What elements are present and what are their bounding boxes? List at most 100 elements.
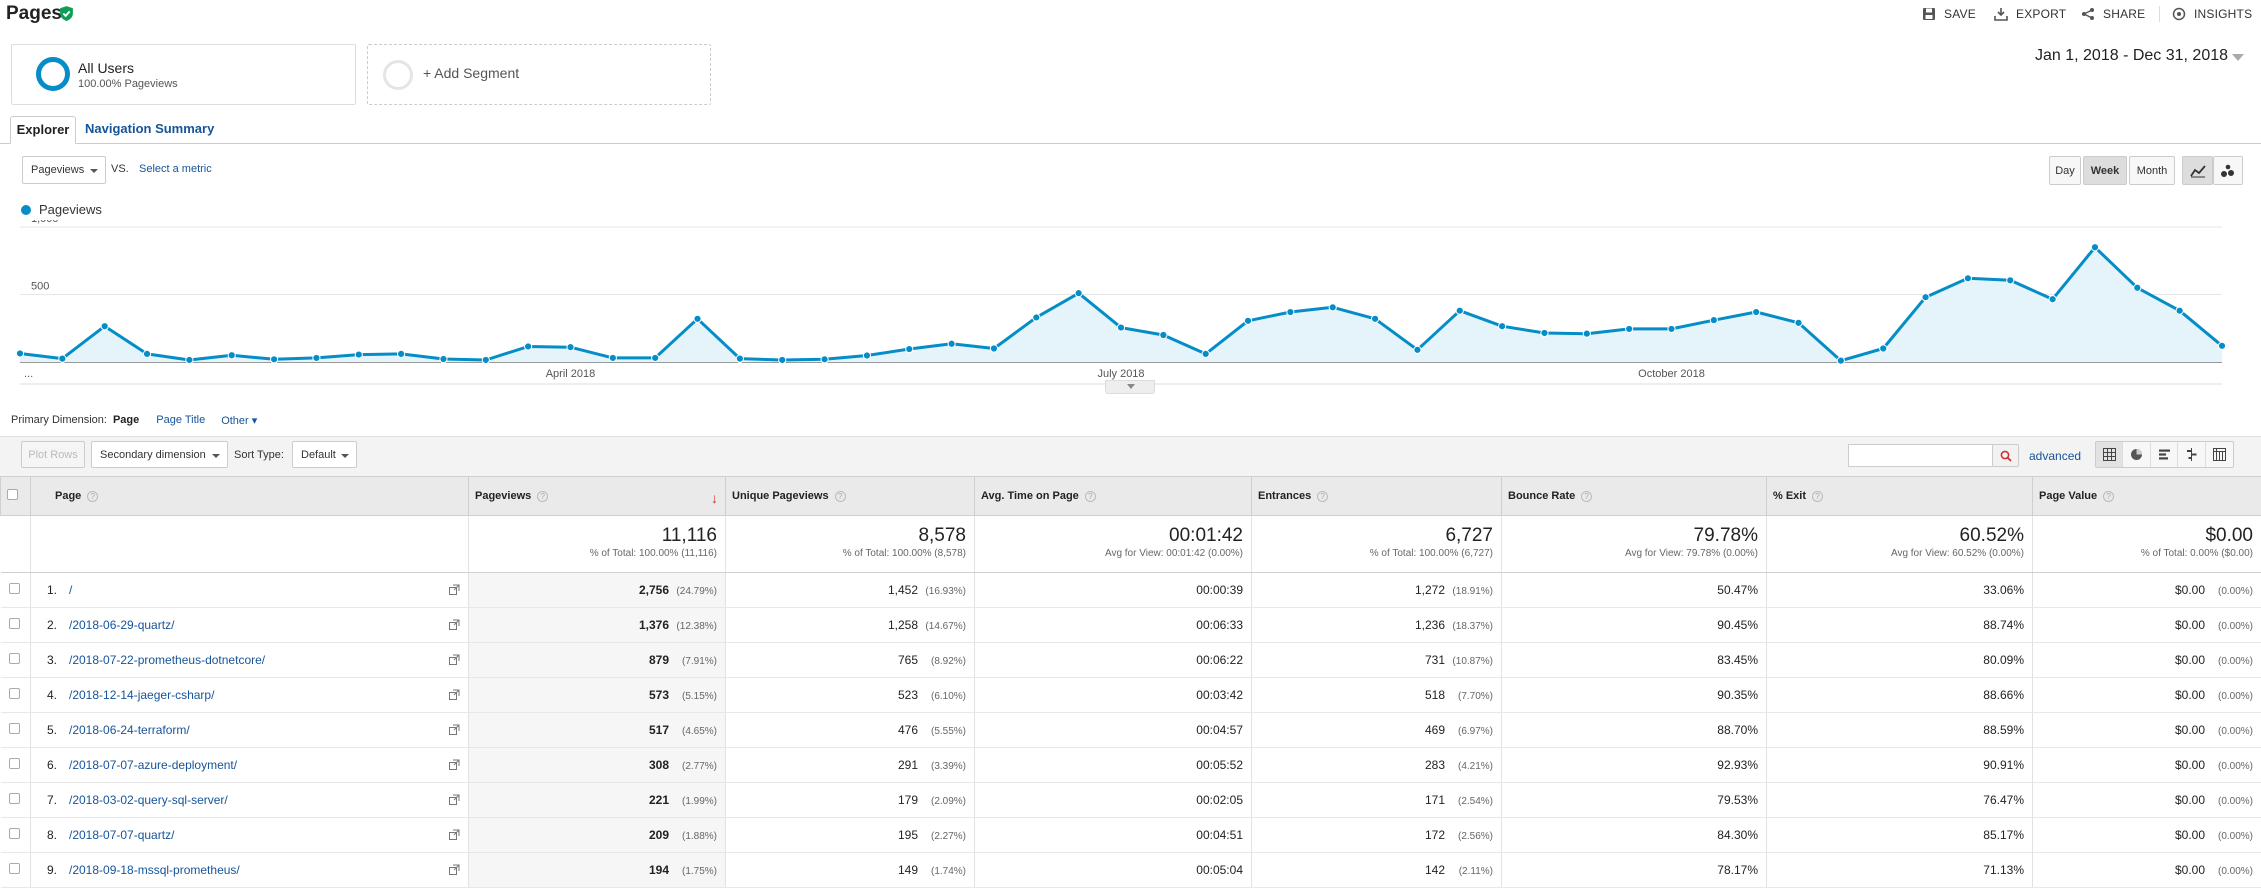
export-label: EXPORT [2016, 7, 2067, 21]
motion-chart-button[interactable] [2213, 156, 2243, 185]
share-button[interactable]: SHARE [2081, 4, 2145, 24]
data-point [1794, 318, 1803, 327]
totals-page-value: $0.00 % of Total: 0.00% ($0.00) [2032, 515, 2261, 573]
plot-rows-button[interactable]: Plot Rows [21, 441, 85, 468]
help-icon[interactable]: ? [87, 490, 99, 502]
header-unique-pageviews[interactable]: Unique Pageviews? [725, 476, 975, 516]
open-page-icon[interactable] [449, 829, 460, 840]
primary-dimension-row: Primary Dimension: Page Page Title Other… [11, 414, 257, 427]
page-link[interactable]: /2018-07-22-prometheus-dotnetcore/ [69, 653, 266, 667]
entrances-pct: (2.11%) [1458, 866, 1493, 877]
total-value: 6,727 [1445, 525, 1493, 546]
row-checkbox[interactable] [8, 653, 20, 664]
select-metric-link[interactable]: Select a metric [139, 163, 212, 175]
search-button[interactable] [1992, 444, 2019, 467]
open-page-icon[interactable] [449, 794, 460, 805]
row-checkbox[interactable] [8, 758, 20, 769]
help-icon[interactable]: ? [2103, 490, 2115, 502]
row-select-cell [0, 607, 31, 643]
help-icon[interactable]: ? [1581, 490, 1593, 502]
header-avg-time[interactable]: Avg. Time on Page? [974, 476, 1252, 516]
help-icon[interactable]: ? [1317, 490, 1329, 502]
page-link[interactable]: /2018-07-07-azure-deployment/ [69, 758, 238, 772]
header-bounce-rate[interactable]: Bounce Rate? [1501, 476, 1767, 516]
dimension-other[interactable]: Other ▾ [221, 415, 258, 427]
row-checkbox[interactable] [8, 723, 20, 734]
view-table-button[interactable] [2096, 442, 2124, 467]
open-page-icon[interactable] [449, 689, 460, 700]
entrances-cell: 172 (2.56%) [1251, 817, 1502, 853]
data-point [1328, 303, 1337, 312]
table-search-input[interactable] [1848, 444, 1997, 467]
help-icon[interactable]: ? [537, 490, 549, 502]
data-point [524, 342, 533, 351]
data-point [1879, 344, 1888, 353]
line-chart-button[interactable] [2182, 156, 2213, 185]
page-link[interactable]: /2018-03-02-query-sql-server/ [69, 793, 228, 807]
row-checkbox[interactable] [8, 583, 20, 594]
unique-pageviews-pct: (3.39%) [930, 761, 966, 772]
header-entrances[interactable]: Entrances? [1251, 476, 1502, 516]
row-checkbox[interactable] [8, 828, 20, 839]
bounce-rate-cell: 78.17% [1501, 852, 1767, 888]
open-page-icon[interactable] [449, 864, 460, 875]
secondary-dimension-select[interactable]: Secondary dimension [91, 441, 228, 468]
open-page-icon[interactable] [449, 584, 460, 595]
help-icon[interactable]: ? [1084, 490, 1096, 502]
open-page-icon[interactable] [449, 654, 460, 665]
page-link[interactable]: /2018-09-18-mssql-prometheus/ [69, 863, 240, 877]
chevron-down-icon[interactable] [2232, 54, 2244, 61]
insights-button[interactable]: INSIGHTS [2172, 4, 2252, 24]
date-range-picker[interactable]: Jan 1, 2018 - Dec 31, 2018 [2035, 47, 2229, 64]
view-bar-button[interactable] [2151, 442, 2179, 467]
header-pageviews[interactable]: Pageviews? ↓ [468, 476, 726, 516]
row-checkbox[interactable] [8, 793, 20, 804]
dimension-page[interactable]: Page [112, 414, 140, 426]
help-icon[interactable]: ? [834, 490, 846, 502]
unique-pageviews-cell: 765 (8.92%) [725, 642, 975, 678]
page-cell: 8. /2018-07-07-quartz/ [30, 817, 469, 853]
open-page-icon[interactable] [449, 619, 460, 630]
total-sub: Avg for View: 79.78% (0.00%) [1624, 548, 1758, 559]
metric-select[interactable]: Pageviews [22, 156, 106, 184]
chart-collapse-handle[interactable] [1105, 380, 1155, 394]
page-link[interactable]: /2018-07-07-quartz/ [69, 828, 175, 842]
tab-navigation-summary[interactable]: Navigation Summary [85, 121, 215, 136]
view-comparison-button[interactable] [2178, 442, 2206, 467]
advanced-filter-link[interactable]: advanced [2029, 449, 2082, 463]
header-exit[interactable]: % Exit? [1766, 476, 2033, 516]
header-page-value[interactable]: Page Value? [2032, 476, 2261, 516]
segment-all-users[interactable]: All Users 100.00% Pageviews [11, 44, 356, 105]
x-tick-label: April 2018 [546, 368, 596, 380]
export-button[interactable]: EXPORT [1994, 4, 2066, 24]
interval-month-button[interactable]: Month [2129, 156, 2175, 185]
row-checkbox[interactable] [8, 618, 20, 629]
pageviews-pct: (1.99%) [681, 796, 717, 807]
open-page-icon[interactable] [449, 724, 460, 735]
page-link[interactable]: /2018-06-29-quartz/ [69, 618, 175, 632]
data-point [1243, 316, 1253, 325]
sort-type-label: Sort Type: [234, 449, 284, 461]
data-point [397, 349, 406, 358]
page-link[interactable]: /2018-12-14-jaeger-csharp/ [69, 688, 215, 702]
row-checkbox[interactable] [8, 863, 20, 874]
interval-week-button[interactable]: Week [2083, 156, 2127, 185]
dimension-page-title[interactable]: Page Title [156, 414, 206, 426]
view-pie-button[interactable] [2123, 442, 2151, 467]
open-page-icon[interactable] [449, 759, 460, 770]
add-segment-button[interactable]: + Add Segment [367, 44, 711, 105]
header-page[interactable]: Page? [30, 476, 469, 516]
tab-explorer[interactable]: Explorer [10, 116, 76, 144]
interval-day-button[interactable]: Day [2049, 156, 2081, 185]
row-index: 8. [46, 828, 57, 842]
unique-pageviews-pct: (1.74%) [930, 866, 966, 877]
page-link[interactable]: /2018-06-24-terraform/ [69, 723, 190, 737]
sort-type-select[interactable]: Default [292, 441, 357, 468]
page-link[interactable]: / [69, 583, 73, 597]
save-button[interactable]: SAVE [1922, 4, 1976, 24]
view-pivot-button[interactable] [2206, 442, 2233, 467]
help-icon[interactable]: ? [1812, 490, 1824, 502]
row-checkbox[interactable] [8, 688, 20, 699]
unique-pageviews-value: 149 [897, 863, 918, 877]
select-all-checkbox[interactable] [7, 489, 18, 500]
